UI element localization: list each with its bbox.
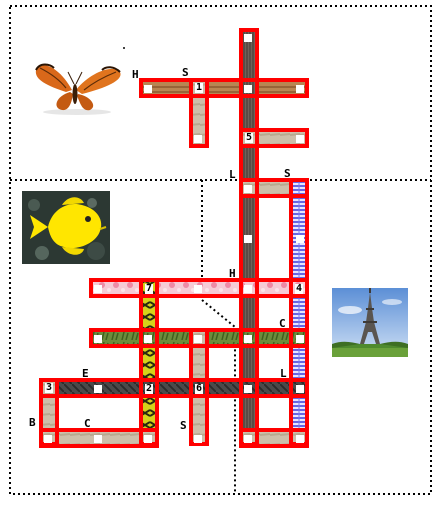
butterfly-picture: [28, 56, 126, 118]
eiffel-tower-picture: [332, 288, 408, 357]
clue-number: 4: [295, 283, 304, 294]
clue-number: 6: [195, 383, 204, 394]
clue-number: 1: [195, 82, 204, 93]
cell-letter: S: [180, 419, 187, 432]
cell-letter: H: [132, 68, 139, 81]
cell-letter: S: [284, 167, 291, 180]
clue-number: 2: [145, 383, 154, 394]
cell-letter: S: [182, 66, 189, 79]
clue-number: 5: [245, 132, 254, 143]
cell-letter: E: [82, 367, 89, 380]
cell-letter: L: [229, 168, 236, 181]
clue-number: 7: [145, 283, 154, 294]
cell-letter: L: [280, 367, 287, 380]
cell-letter: C: [84, 417, 91, 430]
butterfly-speck: [123, 47, 125, 49]
yellow-fish-picture: [22, 191, 110, 264]
cell-letter: H: [229, 267, 236, 280]
clue-number: 3: [45, 382, 54, 393]
cell-letter: B: [29, 416, 36, 429]
cell-letter: C: [279, 317, 286, 330]
